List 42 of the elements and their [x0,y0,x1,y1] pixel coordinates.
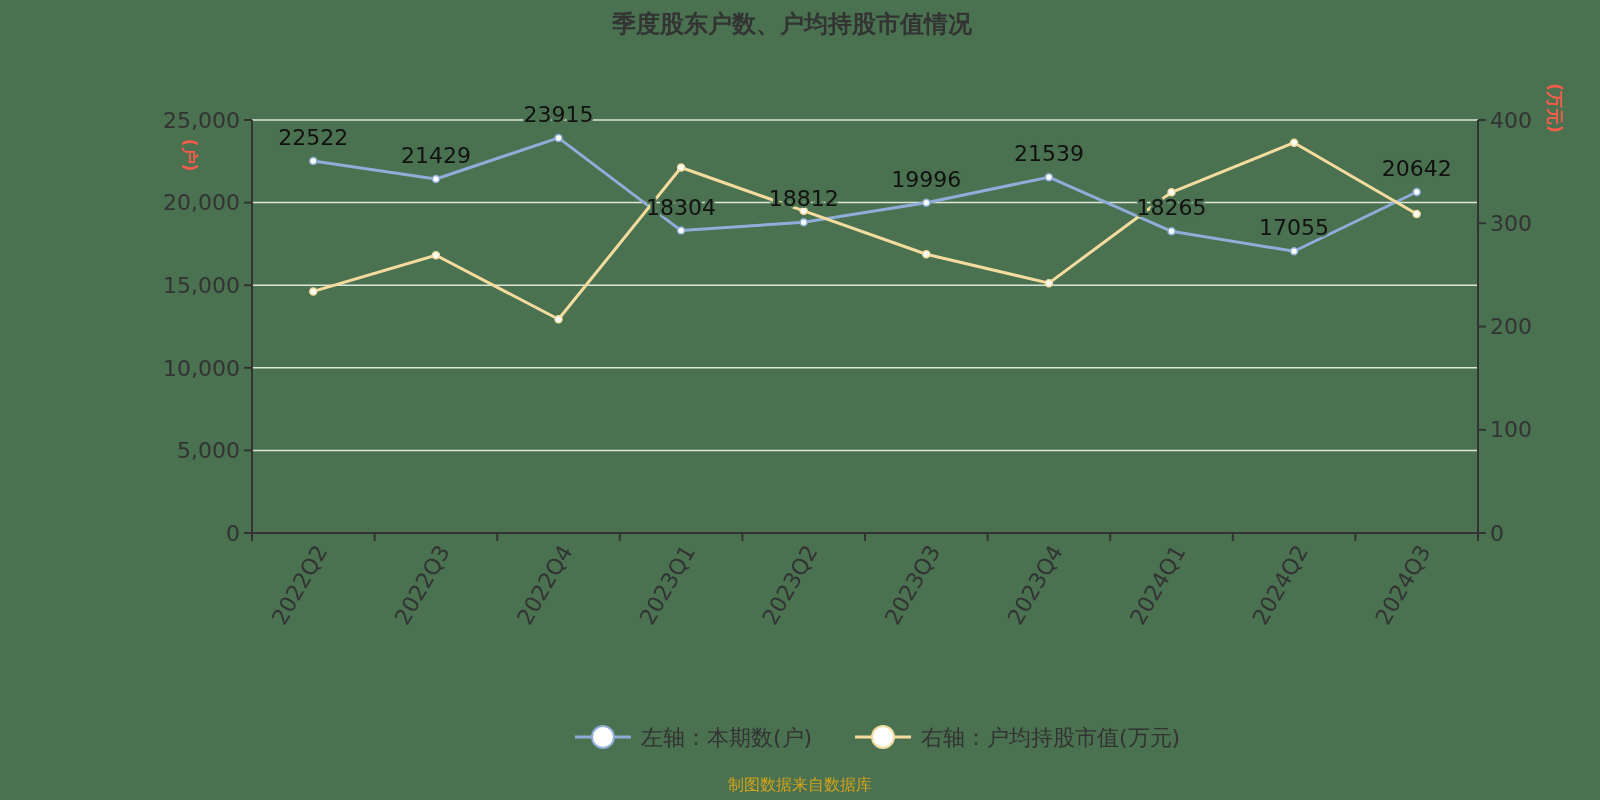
point [799,217,808,227]
point [676,226,686,235]
point [676,163,686,172]
y-tick-label: 0 [226,520,240,546]
point [554,133,563,143]
point [309,156,318,166]
y2-tick-label: 400 [1490,107,1532,133]
point [1167,188,1176,197]
point [1289,247,1299,256]
point [1044,278,1054,288]
text: 制图数据来自数据库 [728,775,872,794]
chart-title: 季度股东户数、户均持股市值情况 [611,10,973,38]
data-label: 20642 [1381,155,1452,181]
data-label: 17055 [1259,215,1330,241]
point [431,174,441,184]
y2-tick-label: 0 [1490,520,1504,546]
point [431,251,441,260]
point [1044,172,1054,182]
y-axis-title: (户) [180,138,201,172]
y-tick-label: 15,000 [163,272,240,298]
y2-tick-label: 300 [1490,210,1532,236]
point [1167,227,1176,236]
point [922,249,931,259]
y-tick-label: 20,000 [163,190,240,216]
data-label: 21429 [400,142,471,168]
y-tick-label: 5,000 [177,438,240,464]
data-label: 21539 [1013,141,1084,167]
legend-label: 右轴：户均持股市值(万元) [921,724,1181,750]
y-tick-label: 10,000 [163,355,240,381]
y2-axis-title: (万元) [1545,83,1566,133]
y-tick-label: 25,000 [163,107,240,133]
point [1412,187,1421,197]
point [922,198,931,207]
legend-label: 左轴：本期数(户) [641,724,813,750]
y2-tick-label: 100 [1490,417,1532,443]
y2-tick-label: 200 [1490,314,1532,340]
data-label: 22522 [278,124,349,150]
point [309,287,318,296]
point [1289,138,1299,147]
data-label: 19996 [891,166,962,192]
point [554,315,563,324]
point [1412,209,1421,219]
